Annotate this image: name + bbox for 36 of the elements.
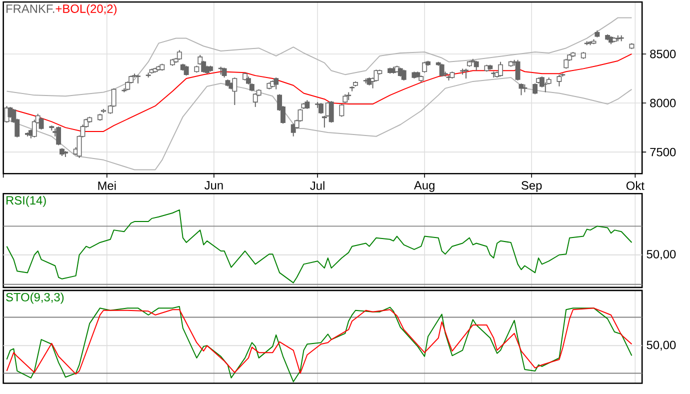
y-tick-label: 8500 (650, 50, 676, 58)
x-tick-label: Sep (522, 181, 542, 192)
candlestick (38, 117, 44, 130)
x-tick-label: Jul (310, 181, 324, 190)
candlestick (252, 92, 258, 108)
line-series (6, 17, 632, 97)
x-tick-label: Aug (414, 181, 434, 192)
x-tick-label: Jun (204, 181, 223, 190)
text: 50,00 (646, 340, 676, 351)
candlestick (56, 126, 62, 146)
candlestick (556, 74, 562, 87)
candlestick (515, 59, 520, 81)
candlestick (184, 65, 189, 76)
candlestick (176, 50, 182, 60)
candlestick (439, 63, 444, 78)
text: +BOL(20;2) (56, 4, 116, 16)
candlestick (232, 76, 238, 106)
chart-title: FRANKF. (6, 4, 54, 13)
x-tick-label: Okt (626, 181, 644, 190)
candlestick (498, 61, 503, 78)
candlestick (318, 102, 324, 114)
y-tick-label: 7500 (650, 148, 676, 156)
text: 50,00 (646, 250, 676, 260)
candlestick (274, 76, 279, 90)
candlestick (474, 60, 479, 72)
candlestick (222, 67, 227, 78)
text: RSI(14) (6, 196, 46, 207)
candlestick (401, 69, 406, 81)
y-tick-label: 8000 (650, 98, 676, 108)
candlestick (564, 58, 569, 70)
candlestick (339, 103, 344, 118)
candlestick (328, 100, 334, 124)
x-tick-label: Mei (98, 181, 116, 190)
candlestick (422, 61, 428, 74)
candlestick (290, 123, 296, 137)
text: STO(9,3,3) (6, 292, 64, 304)
